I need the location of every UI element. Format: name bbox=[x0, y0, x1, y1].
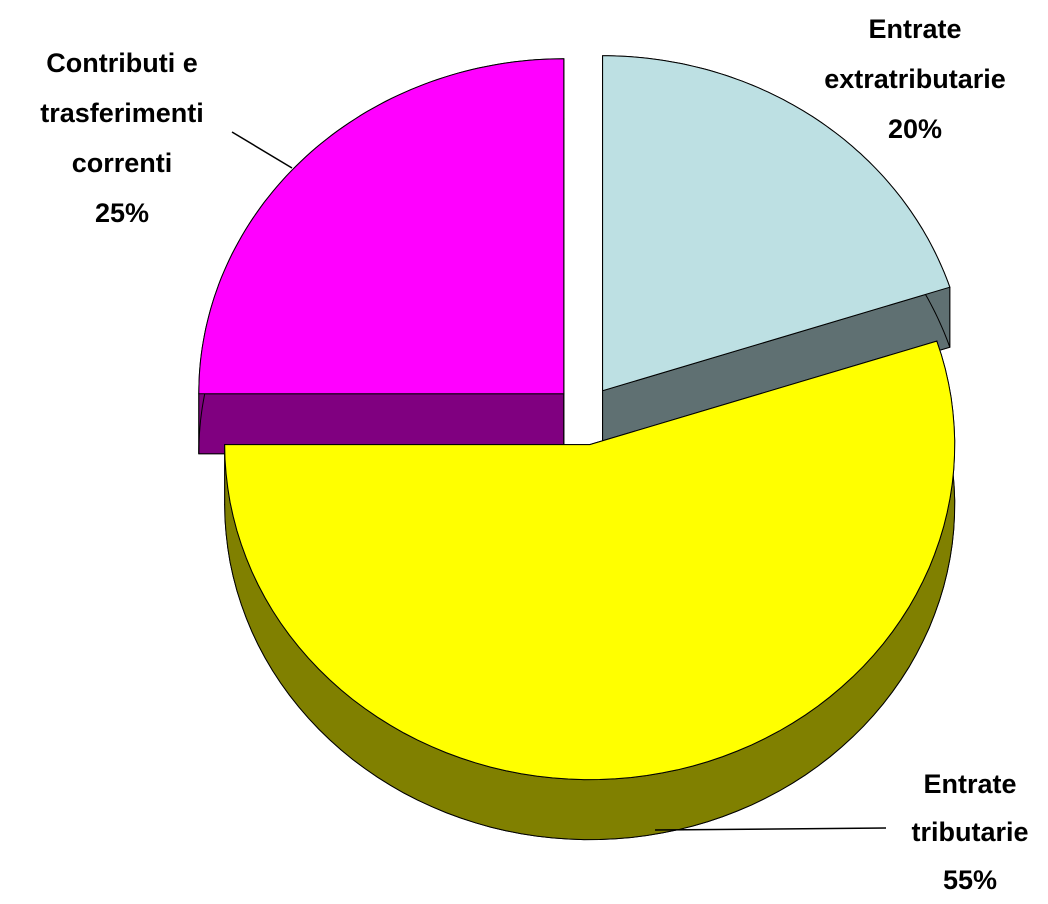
pie bbox=[198, 55, 956, 841]
slice-label: Contributi e trasferimenti correnti 25% bbox=[2, 38, 242, 238]
slice-label: Entrate extratributarie 20% bbox=[800, 4, 1030, 154]
category-label: Entrate extratributarie bbox=[824, 14, 1006, 94]
value-label: 55% bbox=[942, 865, 998, 895]
value-label: 20% bbox=[887, 114, 943, 144]
category-label: Entrate tributarie bbox=[911, 769, 1029, 847]
value-label: 25% bbox=[94, 198, 150, 228]
slice-label: Entrate tributarie 55% bbox=[890, 760, 1048, 904]
slice bbox=[602, 55, 951, 392]
slice bbox=[198, 58, 565, 395]
leader-line bbox=[231, 131, 293, 169]
slice bbox=[224, 340, 956, 781]
category-label: Contributi e trasferimenti correnti bbox=[40, 48, 204, 178]
leader-line bbox=[654, 827, 887, 831]
